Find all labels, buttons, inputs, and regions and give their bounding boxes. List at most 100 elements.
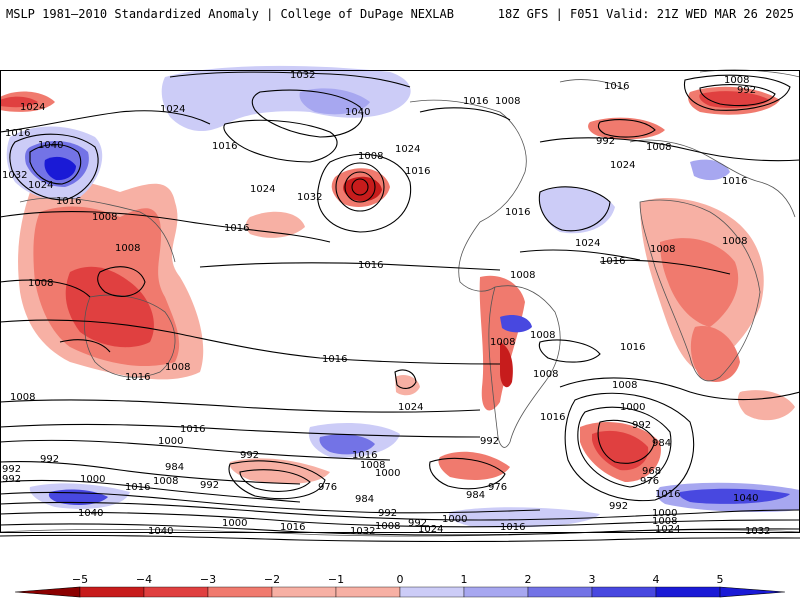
positive-anomaly-shading — [6, 65, 800, 528]
isobar-label: 1016 — [5, 128, 30, 139]
isobar-label: 1016 — [505, 207, 530, 218]
isobar-label: 1016 — [604, 81, 629, 92]
colorbar-segment — [655, 586, 721, 598]
colorbar-tick-label: −2 — [264, 573, 280, 586]
isobar-label: 1016 — [540, 412, 565, 423]
isobar-label: 1032 — [2, 170, 27, 181]
isobar-label: 1024 — [250, 184, 275, 195]
isobar-label: 1000 — [222, 518, 247, 529]
isobar-label: 1024 — [418, 524, 443, 535]
isobar-label: 992 — [632, 420, 651, 431]
isobar-label: 984 — [355, 494, 374, 505]
isobar-label: 1008 — [165, 362, 190, 373]
isobar-label: 984 — [466, 490, 485, 501]
isobar-label: 1024 — [160, 104, 185, 115]
isobar-label: 992 — [609, 501, 628, 512]
isobar-label: 984 — [652, 438, 671, 449]
isobar-label: 1000 — [620, 402, 645, 413]
isobar-label: 1008 — [10, 392, 35, 403]
isobar-label: 1008 — [612, 380, 637, 391]
isobar-label: 1008 — [724, 75, 749, 86]
isobar-label: 1000 — [158, 436, 183, 447]
isobar-label: 1008 — [646, 142, 671, 153]
colorbar-segment — [463, 586, 529, 598]
isobar-label: 1016 — [125, 482, 150, 493]
colorbar-segment — [207, 586, 273, 598]
isobar-label: 1000 — [375, 468, 400, 479]
isobar-labels: 1032 1040 1024 1024 1016 1040 1032 1024 … — [2, 70, 770, 537]
isobar-label: 1016 — [352, 450, 377, 461]
isobar-label: 992 — [2, 474, 21, 485]
isobar-label: 1008 — [28, 278, 53, 289]
isobar-label: 1040 — [38, 140, 63, 151]
isobar-label: 984 — [165, 462, 184, 473]
isobar-label: 1008 — [360, 460, 385, 471]
isobar-label: 1008 — [495, 96, 520, 107]
colorbar-segment — [271, 586, 337, 598]
isobar-label: 1024 — [395, 144, 420, 155]
isobar-label: 1016 — [463, 96, 488, 107]
isobar-label: 1008 — [530, 330, 555, 341]
isobar-label: 1016 — [322, 354, 347, 365]
colorbar-tick-label: 4 — [653, 573, 660, 586]
colorbar-segment — [399, 586, 465, 598]
isobar-label: 968 — [642, 466, 661, 477]
isobar-contours — [0, 71, 800, 542]
isobar-label: 992 — [40, 454, 59, 465]
isobar-label: 1024 — [398, 402, 423, 413]
isobar-label: 1008 — [358, 151, 383, 162]
isobar-label: 1008 — [510, 270, 535, 281]
isobar-label: 1000 — [652, 508, 677, 519]
isobar-label: 1008 — [722, 236, 747, 247]
isobar-label: 1016 — [212, 141, 237, 152]
map-header: MSLP 1981–2010 Standardized Anomaly | Co… — [0, 0, 800, 28]
colorbar-tick-label: 5 — [717, 573, 724, 586]
isobar-label: 1040 — [148, 526, 173, 537]
isobar-label: 1000 — [80, 474, 105, 485]
colorbar-tick-label: −1 — [328, 573, 344, 586]
isobar-label: 992 — [200, 480, 219, 491]
colorbar-segment — [527, 586, 593, 598]
isobar-label: 992 — [240, 450, 259, 461]
anomaly-colorbar: −5 −4 −3 −2 −1 0 1 2 3 4 5 — [14, 573, 786, 598]
colorbar-tick-label: 0 — [397, 573, 404, 586]
colorbar-tick-label: 3 — [589, 573, 596, 586]
isobar-label: 976 — [488, 482, 507, 493]
isobar-label: 1040 — [78, 508, 103, 519]
colorbar-tick-label: −3 — [200, 573, 216, 586]
isobar-label: 1008 — [490, 337, 515, 348]
isobar-label: 976 — [640, 476, 659, 487]
isobar-label: 1008 — [153, 476, 178, 487]
isobar-label: 1016 — [500, 522, 525, 533]
isobar-label: 1032 — [350, 526, 375, 537]
colorbar-segment — [335, 586, 401, 598]
map-title: MSLP 1981–2010 Standardized Anomaly | Co… — [6, 7, 454, 21]
isobar-label: 1016 — [405, 166, 430, 177]
isobar-label: 1024 — [655, 524, 680, 535]
isobar-label: 992 — [378, 508, 397, 519]
isobar-label: 1016 — [655, 489, 680, 500]
isobar-label: 1040 — [733, 493, 758, 504]
isobar-label: 1016 — [600, 256, 625, 267]
isobar-label: 1032 — [745, 526, 770, 537]
colorbar-right-arrow — [719, 586, 786, 598]
isobar-label: 992 — [596, 136, 615, 147]
model-valid-time: 18Z GFS | F051 Valid: 21Z WED MAR 26 202… — [497, 7, 794, 21]
colorbar-segment — [79, 586, 145, 598]
isobar-label: 1016 — [180, 424, 205, 435]
isobar-label: 1024 — [20, 102, 45, 113]
isobar-label: 976 — [318, 482, 337, 493]
isobar-label: 1008 — [652, 516, 677, 527]
isobar-label: 1016 — [224, 223, 249, 234]
isobar-label: 992 — [480, 436, 499, 447]
isobar-label: 992 — [408, 518, 427, 529]
isobar-label: 1016 — [125, 372, 150, 383]
isobar-label: 1008 — [92, 212, 117, 223]
isobar-label: 1016 — [280, 522, 305, 533]
isobar-label: 1024 — [28, 180, 53, 191]
colorbar-left-arrow — [14, 586, 81, 598]
isobar-label: 1000 — [442, 514, 467, 525]
isobar-label: 992 — [737, 85, 756, 96]
colorbar-tick-label: −5 — [72, 573, 88, 586]
pressure-anomaly-map: 1032 1040 1024 1024 1016 1040 1032 1024 … — [0, 65, 800, 542]
